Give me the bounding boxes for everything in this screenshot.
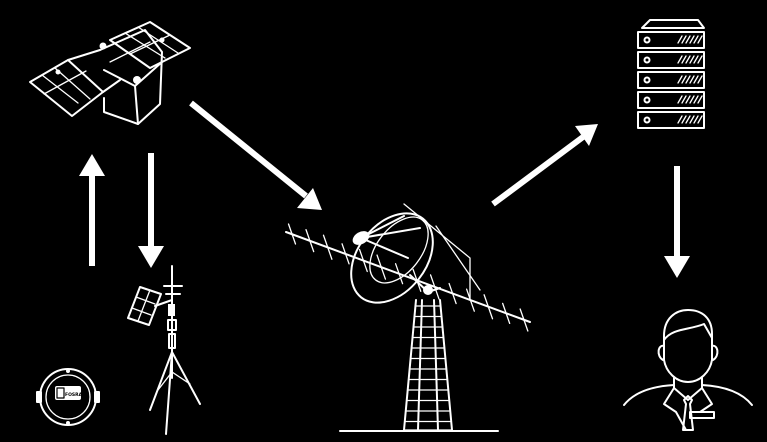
server-unit — [637, 111, 705, 129]
user-businessman-icon — [623, 309, 753, 431]
ground-station-antenna-icon — [285, 203, 531, 432]
arrow-sensor-to-satellite — [79, 154, 105, 266]
server-unit — [637, 91, 705, 109]
satellite-icon — [29, 21, 191, 125]
arrow-server-to-user — [664, 166, 690, 278]
arrow-antenna-to-server — [491, 124, 598, 207]
server-unit — [637, 71, 705, 89]
weather-station-tripod-icon — [127, 265, 201, 435]
arrow-satellite-to-tripod — [138, 153, 164, 268]
server-unit — [637, 51, 705, 69]
arrow-satellite-to-antenna — [189, 100, 322, 210]
server-unit — [637, 31, 705, 49]
server-rack-icon — [637, 19, 705, 129]
sensor-brand-label: FOSRA — [65, 392, 83, 398]
sensor-logger-icon: FOSRA — [36, 368, 100, 426]
